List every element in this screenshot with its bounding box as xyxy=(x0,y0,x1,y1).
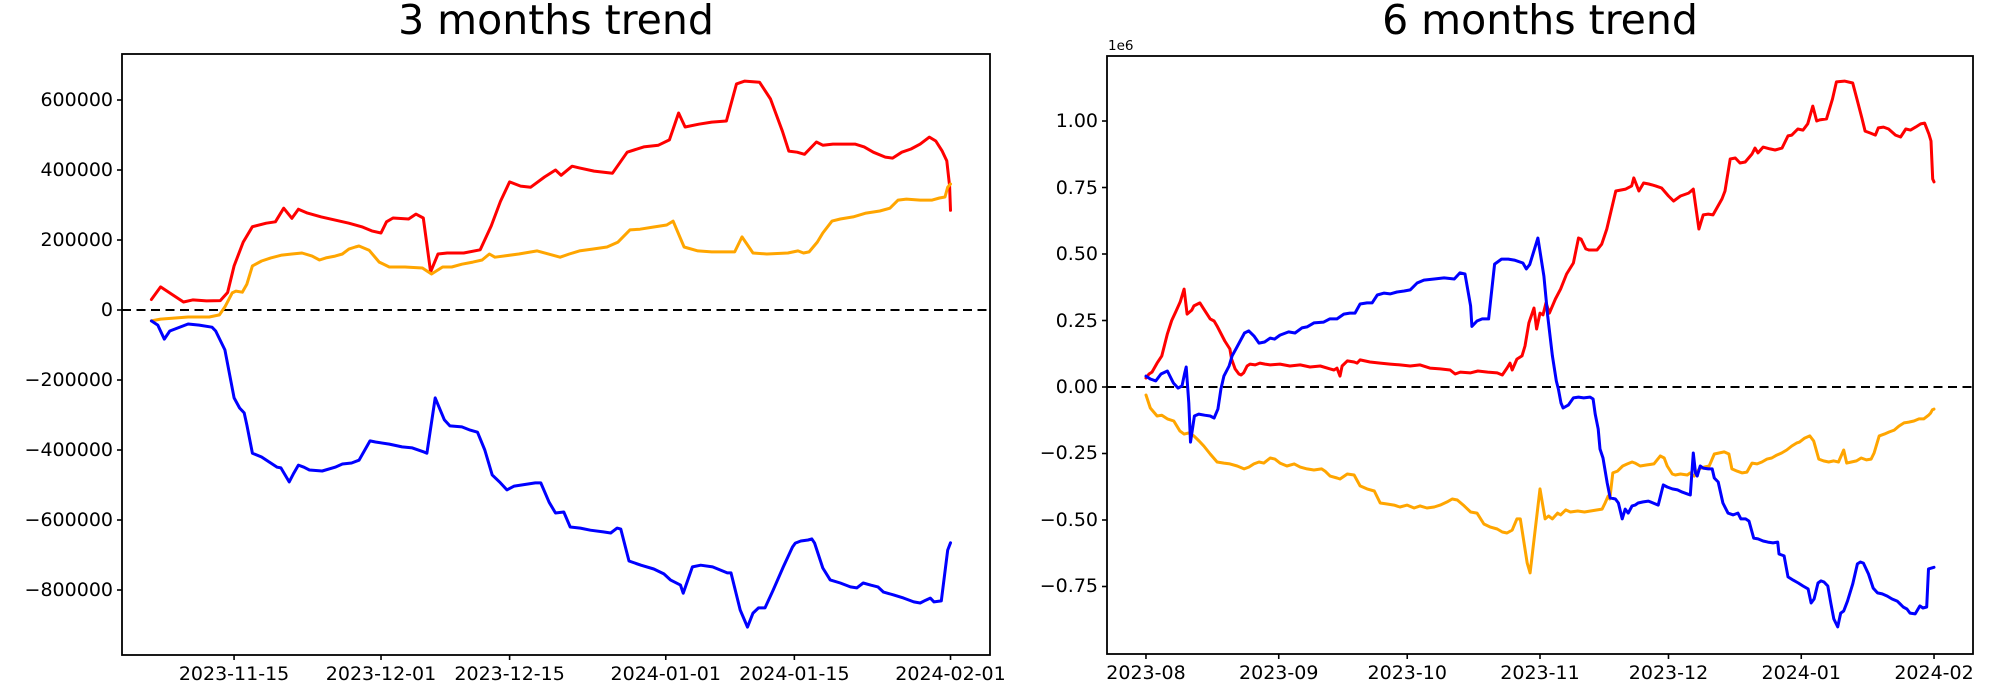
x-tick-label: 2023-12-15 xyxy=(454,663,565,685)
y-tick-label: 200000 xyxy=(40,229,113,251)
x-tick-label: 2024-01 xyxy=(1761,662,1841,684)
x-tick-label: 2023-11-15 xyxy=(178,663,290,685)
y-tick-label: −400000 xyxy=(24,439,113,461)
y-tick-label: 0 xyxy=(100,299,113,321)
chart-title: 6 months trend xyxy=(1382,0,1698,44)
x-tick-label: 2024-01-15 xyxy=(739,663,850,685)
series-blue-line xyxy=(1144,236,1936,629)
y-tick-label: −0.75 xyxy=(1039,575,1098,598)
x-tick-label: 2023-12 xyxy=(1628,662,1709,684)
y-tick-label: −200000 xyxy=(24,369,113,391)
y-tick-label: −0.25 xyxy=(1039,442,1098,465)
series-red-line xyxy=(1144,79,1936,380)
axes-border xyxy=(1106,55,1974,655)
y-tick-label: 0.75 xyxy=(1055,176,1098,199)
x-tick-label: 2024-01-01 xyxy=(610,663,721,685)
y-tick-label: 0.25 xyxy=(1055,309,1098,332)
chart-title: 3 months trend xyxy=(398,0,714,44)
x-tick-label: 2023-11 xyxy=(1500,662,1580,684)
y-tick-label: −0.50 xyxy=(1039,508,1098,531)
axes-border xyxy=(121,53,991,656)
y-tick-label: −600000 xyxy=(24,509,113,531)
series-orange-line xyxy=(149,182,952,323)
y-axis-offset-label: 1e6 xyxy=(1108,38,1134,54)
x-tick-label: 2024-02-01 xyxy=(895,663,1006,685)
series-blue-line xyxy=(149,319,952,629)
series-orange-line xyxy=(1144,393,1936,575)
x-tick-label: 2023-08 xyxy=(1106,662,1186,684)
y-tick-label: 400000 xyxy=(40,159,113,181)
x-tick-label: 2023-12-01 xyxy=(325,663,437,685)
y-tick-label: 600000 xyxy=(40,89,113,111)
y-tick-label: 0.50 xyxy=(1055,243,1098,265)
y-tick-label: 1.00 xyxy=(1055,110,1098,132)
x-tick-label: 2024-02 xyxy=(1894,662,1974,684)
series-red-line xyxy=(149,79,952,304)
x-tick-label: 2023-10 xyxy=(1367,662,1447,684)
y-tick-label: −800000 xyxy=(24,579,113,601)
x-tick-label: 2023-09 xyxy=(1239,662,1319,684)
y-tick-label: 0.00 xyxy=(1055,375,1098,398)
